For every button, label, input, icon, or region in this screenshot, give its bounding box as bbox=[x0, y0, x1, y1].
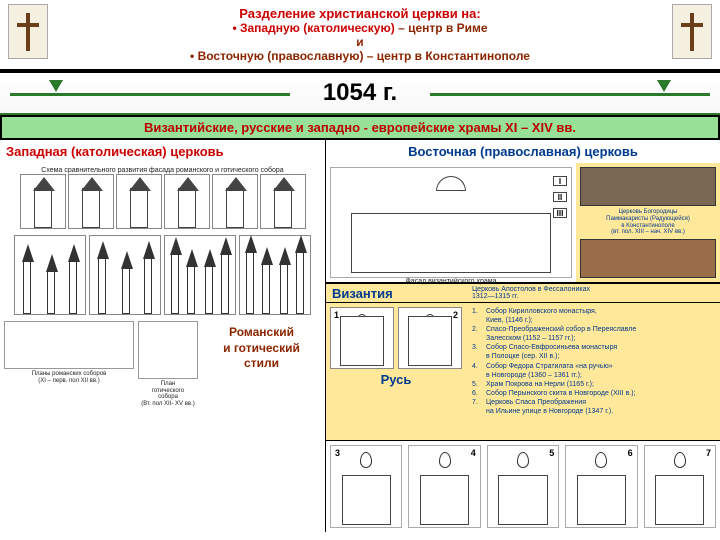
plan-row: Планы романских соборов (XI – перв. пол … bbox=[4, 321, 321, 407]
byzantine-photos: Церковь Богородицы Паммакаристы (Радующе… bbox=[576, 163, 720, 282]
rus-top-churches: 1 2 bbox=[330, 307, 462, 369]
rus-bottom-row: 3 4 5 6 7 bbox=[326, 440, 720, 532]
rus-list-item: 4.Собор Федора Стратилата «на ручью» в Н… bbox=[472, 362, 714, 380]
byzantium-band: Византия Церковь Апостолов в Фессалоника… bbox=[326, 283, 720, 303]
byzantium-label: Византия bbox=[332, 286, 472, 301]
byz-caption: Фасад византийского храма bbox=[330, 278, 572, 285]
rus-church-list: 1.Собор Кирилловского монастыря, Киев, (… bbox=[466, 303, 720, 440]
rus-church-icon: 3 bbox=[330, 445, 402, 528]
rus-list-item: 5.Храм Покрова на Нерли (1165 г.); bbox=[472, 380, 714, 389]
main-area: Западная (католическая) церковь Схема ср… bbox=[0, 140, 720, 532]
gothic-facade-icon bbox=[89, 235, 161, 315]
header-block: Разделение христианской церкви на: • Зап… bbox=[0, 0, 720, 71]
header-line-east: • Восточную (православную) – центр в Кон… bbox=[8, 49, 712, 63]
church-facade-icon bbox=[260, 174, 306, 229]
arrow-right-icon bbox=[430, 93, 710, 96]
plan1-caption: Планы романских соборов (XI – перв. пол … bbox=[4, 371, 134, 384]
section-title-band: Византийские, русские и западно - европе… bbox=[0, 115, 720, 140]
church-facade-icon bbox=[68, 174, 114, 229]
year-text: 1054 г. bbox=[323, 79, 397, 106]
rus-church-icon: 5 bbox=[487, 445, 559, 528]
year-band: 1054 г. bbox=[0, 71, 720, 115]
byzantine-facade-area: I II III Фасад византийского храма bbox=[326, 163, 576, 282]
header-title: Разделение христианской церкви на: bbox=[8, 6, 712, 21]
rus-church-icon: 7 bbox=[644, 445, 716, 528]
photo1-caption: Церковь Богородицы Паммакаристы (Радующе… bbox=[580, 209, 716, 235]
church-photo-icon bbox=[580, 167, 716, 206]
church-facade-icon bbox=[116, 174, 162, 229]
rus-list-item: 7.Церковь Спаса Преображения на Ильине у… bbox=[472, 398, 714, 416]
west-diagram-area: Схема сравнительного развития фасада ром… bbox=[0, 163, 325, 532]
byzantine-row: I II III Фасад византийского храма Церко… bbox=[326, 163, 720, 283]
rus-area: 1 2 Русь 1.Собор Кирилловского монастыря… bbox=[326, 303, 720, 440]
gothic-row bbox=[4, 235, 321, 315]
west-caption-top: Схема сравнительного развития фасада ром… bbox=[4, 167, 321, 174]
romanesque-row bbox=[4, 174, 321, 229]
rus-list-item: 6.Собор Перынского скита в Новгороде (XI… bbox=[472, 389, 714, 398]
byzantine-facade-icon: I II III bbox=[330, 167, 572, 278]
style-label: Романский и готический стили bbox=[202, 321, 321, 376]
header-line-and: и bbox=[8, 35, 712, 49]
column-west: Западная (католическая) церковь Схема ср… bbox=[0, 140, 326, 532]
rus-list-item: 1.Собор Кирилловского монастыря, Киев, (… bbox=[472, 307, 714, 325]
romanesque-plan-icon bbox=[4, 321, 134, 369]
header-line-west: • Западную (католическую) – центр в Риме bbox=[8, 21, 712, 35]
plan2-caption: План готического собора (Вт. пол XII- XV… bbox=[138, 381, 198, 407]
column-east: Восточная (православная) церковь I II II… bbox=[326, 140, 720, 532]
roman-numeral-markers: I II III bbox=[553, 176, 567, 224]
rus-left: 1 2 Русь bbox=[326, 303, 466, 440]
east-header: Восточная (православная) церковь bbox=[326, 140, 720, 163]
gothic-facade-icon bbox=[164, 235, 236, 315]
crucifix-left-icon bbox=[8, 4, 48, 59]
gothic-facade-icon bbox=[14, 235, 86, 315]
crucifix-right-icon bbox=[672, 4, 712, 59]
rus-church-icon: 1 bbox=[330, 307, 394, 369]
church-facade-icon bbox=[212, 174, 258, 229]
gothic-facade-icon bbox=[239, 235, 311, 315]
gothic-plan-icon bbox=[138, 321, 198, 379]
church-facade-icon bbox=[164, 174, 210, 229]
west-header: Западная (католическая) церковь bbox=[0, 140, 325, 163]
rus-list-item: 3.Собор Спасо-Евфросиньева монастыря в П… bbox=[472, 343, 714, 361]
rus-church-icon: 2 bbox=[398, 307, 462, 369]
byzantium-sub: Церковь Апостолов в Фессалониках 1312—13… bbox=[472, 286, 590, 300]
rus-church-icon: 6 bbox=[565, 445, 637, 528]
arrow-left-icon bbox=[10, 93, 290, 96]
church-photo-icon bbox=[580, 239, 716, 278]
church-facade-icon bbox=[20, 174, 66, 229]
rus-church-icon: 4 bbox=[408, 445, 480, 528]
rus-list-item: 2.Спасо-Преображенский собор в Переяслав… bbox=[472, 325, 714, 343]
rus-label: Русь bbox=[330, 369, 462, 390]
